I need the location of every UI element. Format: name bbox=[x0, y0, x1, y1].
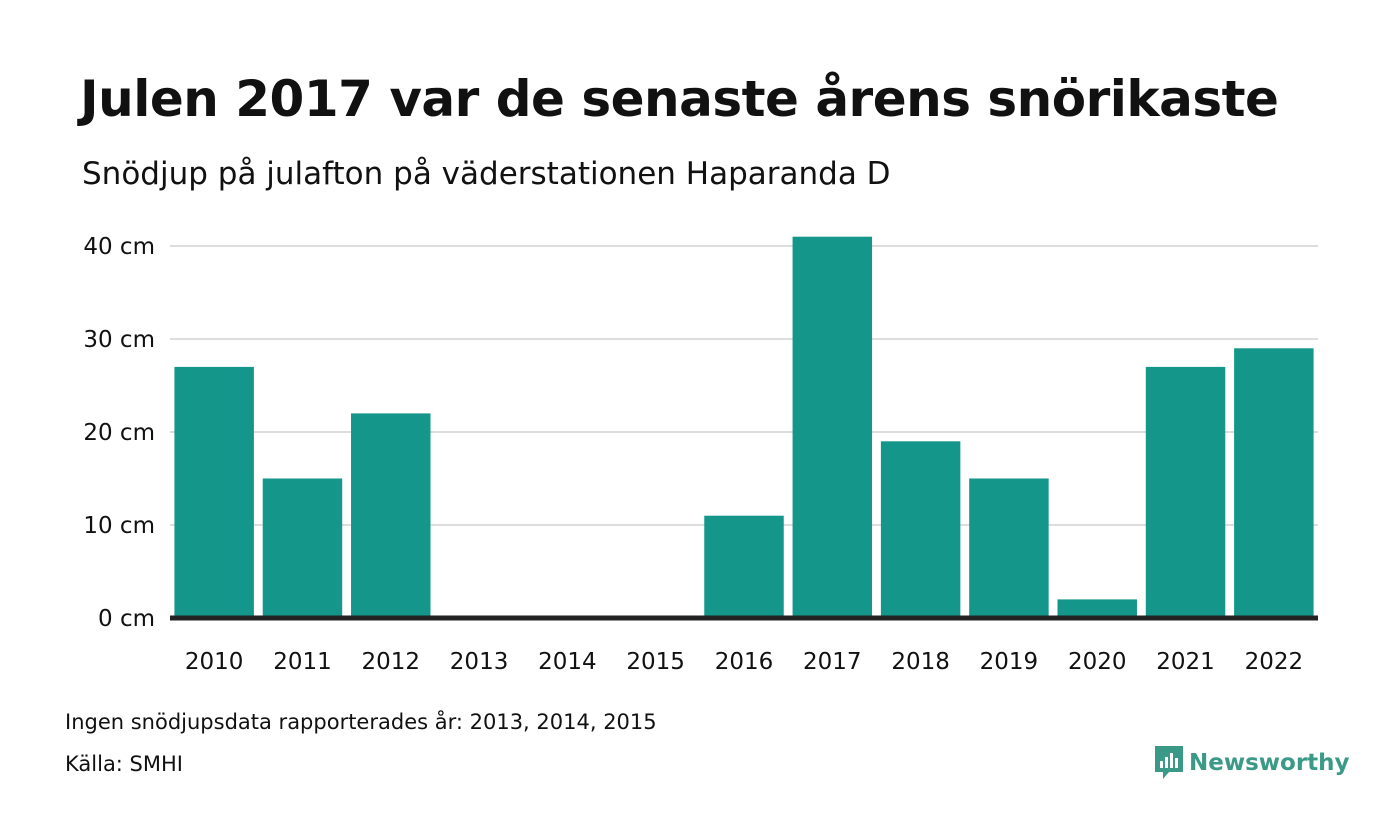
x-tick-label: 2012 bbox=[361, 649, 420, 675]
x-tick-label: 2013 bbox=[450, 649, 509, 675]
bar-2019 bbox=[969, 478, 1049, 618]
y-tick-label: 10 cm bbox=[83, 513, 155, 539]
y-tick-label: 30 cm bbox=[83, 327, 155, 353]
bar-2021 bbox=[1145, 366, 1226, 618]
x-tick-label: 2014 bbox=[538, 649, 597, 675]
x-tick-label: 2018 bbox=[891, 649, 950, 675]
x-tick-label: 2019 bbox=[980, 649, 1039, 675]
newsworthy-logo: Newsworthy bbox=[1155, 746, 1350, 780]
x-tick-label: 2010 bbox=[185, 649, 244, 675]
bar-2022 bbox=[1234, 348, 1314, 618]
chart-subtitle: Snödjup på julafton på väderstationen Ha… bbox=[82, 156, 891, 192]
x-tick-label: 2022 bbox=[1245, 649, 1304, 675]
bar-2018 bbox=[880, 441, 961, 618]
y-tick-label: 40 cm bbox=[83, 234, 155, 260]
chart-bubble-icon bbox=[1155, 746, 1183, 779]
bars bbox=[174, 236, 1314, 618]
bar-2011 bbox=[262, 478, 343, 618]
bar-2020 bbox=[1057, 599, 1137, 618]
bar-2010 bbox=[174, 366, 254, 618]
chart-title: Julen 2017 var de senaste årens snörikas… bbox=[80, 70, 1279, 128]
y-tick-label: 0 cm bbox=[98, 606, 155, 632]
source-credit: Källa: SMHI bbox=[65, 752, 183, 776]
x-tick-label: 2011 bbox=[273, 649, 332, 675]
bar-2016 bbox=[704, 515, 784, 618]
x-tick-label: 2016 bbox=[715, 649, 774, 675]
axes: 0 cm 10 cm 20 cm 30 cm 40 cm 2010 2011 2012 2013… bbox=[83, 234, 1318, 675]
bar-2017 bbox=[792, 236, 873, 618]
brand-name: Newsworthy bbox=[1189, 750, 1350, 776]
x-tick-label: 2020 bbox=[1068, 649, 1127, 675]
missing-data-note: Ingen snödjupsdata rapporterades år: 201… bbox=[65, 710, 657, 734]
x-tick-label: 2021 bbox=[1156, 649, 1215, 675]
x-tick-label: 2015 bbox=[626, 649, 685, 675]
x-tick-label: 2017 bbox=[803, 649, 862, 675]
y-tick-label: 20 cm bbox=[83, 420, 155, 446]
bar-2012 bbox=[351, 413, 431, 618]
